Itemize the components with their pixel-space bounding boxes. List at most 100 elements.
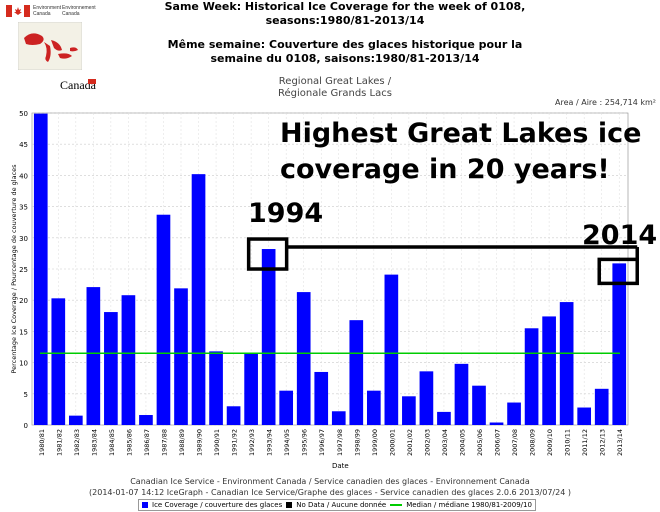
bar: [296, 292, 311, 425]
highlight-box-right: [597, 257, 639, 286]
legend-swatch-ice: [142, 502, 148, 508]
legend-swatch-median: [390, 504, 403, 506]
legend-swatch-nodata: [286, 502, 293, 508]
bar: [524, 328, 539, 425]
annotation-label-right: 2014: [582, 220, 658, 251]
bar: [454, 363, 469, 425]
chart-legend: Ice Coverage / couverture des glaces No …: [138, 499, 536, 511]
y-tick-label: 10: [19, 360, 28, 368]
highlight-box-left: [246, 237, 289, 271]
y-axis-label: Percentage Ice Coverage / Pourcentage de…: [10, 164, 18, 374]
bar: [86, 287, 101, 425]
y-tick-label: 25: [19, 266, 28, 274]
x-tick-label: 1994/95: [283, 429, 291, 456]
bar: [191, 174, 206, 425]
x-tick-label: 2011/12: [581, 429, 589, 456]
region-label-fr: Régionale Grands Lacs: [278, 88, 392, 99]
bar: [559, 302, 574, 425]
x-tick-label: 2008/09: [529, 429, 537, 456]
bar: [104, 312, 118, 425]
y-tick-label: 45: [19, 141, 28, 149]
y-tick-label: 0: [24, 422, 28, 430]
x-tick-label: 1996/97: [318, 429, 326, 456]
x-tick-label: 1988/89: [178, 429, 186, 456]
bar: [437, 411, 451, 425]
headline-annotation: Highest Great Lakes ice coverage in 20 y…: [280, 118, 642, 185]
x-tick-label: 2004/05: [458, 429, 466, 456]
bar: [226, 406, 241, 425]
x-tick-label: 1982/83: [73, 429, 81, 456]
x-tick-label: 1983/84: [90, 429, 98, 456]
bar: [156, 214, 171, 425]
y-axis-label-text: Percentage Ice Coverage / Pourcentage de…: [10, 164, 18, 374]
bar: [577, 407, 592, 425]
y-tick-label: 30: [19, 235, 28, 243]
y-tick-label: 40: [19, 172, 28, 180]
y-tick-label: 20: [19, 297, 28, 305]
bar: [419, 371, 434, 425]
x-tick-label: 2007/08: [511, 429, 519, 456]
canada-wordmark: Canada: [60, 78, 96, 92]
x-tick-label: 1984/85: [108, 429, 116, 456]
x-tick-label: 2003/04: [441, 429, 449, 456]
bar: [472, 385, 486, 425]
x-tick-label: 1987/88: [160, 429, 168, 456]
x-tick-label: 1997/98: [336, 429, 344, 456]
canada-wordmark-flag-icon: [88, 79, 96, 84]
x-tick-label: 2009/10: [546, 429, 554, 456]
great-lakes-map-icon: [18, 22, 82, 70]
bar: [384, 274, 399, 425]
x-tick-label: 1995/96: [301, 429, 309, 456]
y-tick-label: 50: [19, 110, 28, 118]
bar: [244, 353, 258, 425]
x-tick-label: 1989/90: [196, 429, 204, 456]
footer-version: (2014-01-07 14:12 IceGraph - Canadian Ic…: [89, 488, 571, 497]
bar: [174, 288, 188, 425]
annotation-label-left: 1994: [248, 198, 324, 229]
legend-item-ice: Ice Coverage / couverture des glaces: [152, 501, 283, 509]
bar: [261, 249, 276, 425]
bar: [68, 415, 83, 425]
gov-name-en: Environment Canada: [33, 5, 62, 17]
annotation-layer: [246, 237, 639, 286]
area-label: Area / Aire : 254,714 km²: [555, 98, 656, 107]
bar: [51, 298, 66, 425]
x-tick-label: 2010/11: [564, 429, 572, 456]
x-axis-label: Date: [332, 462, 349, 470]
legend-item-median: Median / médiane 1980/81-2009/10: [406, 501, 532, 509]
bar-layer: [33, 113, 627, 426]
bar: [331, 411, 346, 425]
x-tick-label: 1992/93: [248, 429, 256, 456]
bar: [121, 295, 136, 425]
x-tick-label: 1990/91: [213, 429, 221, 456]
x-tick-label: 2000/01: [388, 429, 396, 456]
x-tick-label: 1980/81: [38, 429, 46, 456]
canada-flag-icon: [6, 5, 30, 17]
x-tick-label: 2012/13: [599, 429, 607, 456]
bar: [366, 390, 381, 425]
bar: [314, 371, 329, 425]
bar: [402, 396, 416, 425]
x-tick-label: 2002/03: [423, 429, 431, 456]
x-tick-label: 2006/07: [494, 429, 502, 456]
x-tick-label: 1998/99: [353, 429, 361, 456]
chart-title-en: Same Week: Historical Ice Coverage for t…: [164, 0, 526, 27]
y-tick-label: 15: [19, 328, 28, 336]
y-tick-label: 5: [24, 391, 28, 399]
x-tick-label: 1991/92: [231, 429, 239, 456]
gov-name-fr: Environnement Canada: [62, 5, 96, 17]
x-tick-label: 2001/02: [406, 429, 414, 456]
bar: [594, 388, 609, 425]
bar: [279, 390, 294, 425]
x-tick-label: 2005/06: [476, 429, 484, 456]
x-tick-label: 1985/86: [125, 429, 133, 456]
bar: [612, 263, 627, 425]
legend-item-nodata: No Data / Aucune donnée: [296, 501, 387, 509]
bar: [139, 415, 153, 425]
x-tick-label: 1986/87: [143, 429, 151, 456]
x-tick-label: 1981/82: [55, 429, 63, 456]
x-tick-label: 1993/94: [266, 429, 274, 456]
region-label-en: Regional Great Lakes /: [278, 76, 392, 87]
y-tick-label: 35: [19, 204, 28, 212]
